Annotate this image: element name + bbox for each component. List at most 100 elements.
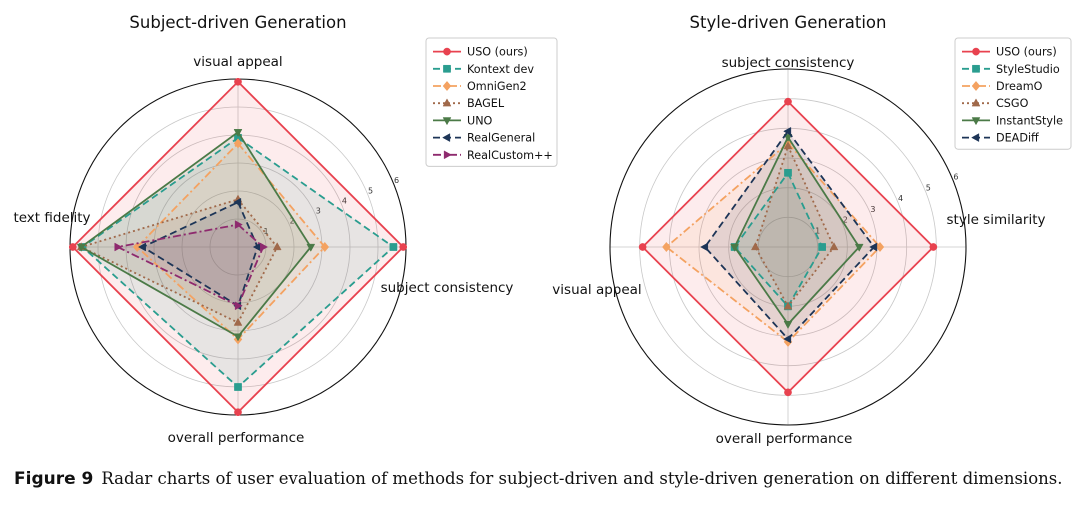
data-point (783, 334, 792, 344)
series-fill (142, 202, 258, 306)
data-point (730, 243, 739, 252)
tick-label: 1 (264, 227, 269, 236)
data-point (929, 243, 938, 251)
data-point (306, 243, 316, 252)
data-point (783, 141, 793, 150)
legend-entry: USO (ours) (996, 46, 1057, 59)
data-point (399, 243, 408, 251)
tick-label: 4 (342, 196, 347, 205)
series-fill (137, 143, 325, 340)
data-point (638, 243, 647, 251)
legend-marker (442, 98, 452, 107)
data-point (234, 77, 242, 86)
legend-entry: Kontext dev (467, 63, 534, 76)
data-point (233, 129, 243, 138)
data-point (783, 126, 792, 136)
legend-entry: InstantStyle (996, 114, 1063, 127)
series-fill (82, 137, 394, 387)
data-point (869, 242, 878, 252)
data-point (234, 408, 242, 417)
data-point (68, 243, 77, 251)
axis-label: overall performance (168, 430, 305, 446)
data-point (114, 242, 123, 252)
series-fill (642, 101, 934, 393)
series-fill (117, 224, 264, 306)
tick-label: 1 (815, 226, 820, 235)
data-point (137, 242, 146, 252)
legend-marker (972, 47, 980, 56)
figure-caption: Figure 9 Radar charts of user evaluation … (14, 466, 1070, 492)
legend-marker (442, 133, 451, 142)
data-point (829, 242, 839, 251)
axis-label: text fidelity (13, 210, 90, 226)
data-point (818, 243, 826, 251)
legend-box (954, 37, 1072, 150)
legend-marker (972, 64, 980, 73)
data-point (320, 241, 330, 253)
tick-label: 6 (394, 176, 399, 185)
data-point (784, 97, 792, 106)
data-point (662, 241, 671, 253)
legend-marker (443, 150, 452, 160)
tick-label: 6 (953, 173, 958, 182)
data-point (233, 138, 243, 149)
data-point (784, 168, 792, 177)
series-fill (81, 199, 278, 323)
legend-entry: DEADiff (996, 132, 1039, 145)
axis-label: style similarity (947, 212, 1046, 228)
legend-marker (442, 117, 452, 126)
tick-label: 5 (926, 183, 931, 192)
tick-label: 5 (368, 186, 373, 195)
legend-marker (971, 133, 980, 142)
legend-entry: BAGEL (467, 97, 505, 110)
data-point (234, 301, 243, 311)
series-fill (704, 131, 875, 339)
legend-entry: DreamO (996, 80, 1043, 93)
data-point (750, 242, 760, 251)
caption-text: Radar charts of user evaluation of metho… (101, 469, 1063, 488)
subject-driven-radar-chart: Subject-driven Generation 1 2 3 4 5 6 visual ap… (13, 13, 558, 446)
data-point (783, 321, 793, 329)
series-fill (755, 146, 834, 307)
data-point (700, 242, 709, 252)
legend-marker (971, 98, 981, 107)
series-fill (666, 143, 880, 342)
data-point (233, 197, 242, 207)
figure-label: Figure 9 (14, 469, 94, 489)
tick-label: 2 (843, 216, 848, 225)
axis-label: visual appeal (552, 282, 641, 298)
data-point (76, 243, 86, 252)
legend-marker (443, 47, 451, 56)
outer-frame (609, 68, 967, 426)
data-point (233, 333, 243, 342)
axis-label: subject consistency (722, 55, 855, 71)
data-point (875, 241, 885, 253)
legend-entry: USO (ours) (467, 46, 528, 59)
legend-entry: RealGeneral (467, 132, 535, 145)
style-driven-radar-chart: Style-driven Generation 1 2 3 4 5 6 subject con… (552, 13, 1072, 447)
series-fill (734, 172, 823, 307)
data-point (854, 243, 864, 252)
axis-label: overall performance (716, 431, 853, 447)
series-fill (81, 132, 311, 337)
legend-entry: OmniGen2 (467, 80, 527, 93)
tick-label: 2 (290, 217, 295, 226)
axis-label: visual appeal (193, 54, 282, 70)
legend-marker (443, 64, 451, 73)
data-point (784, 388, 792, 397)
chart-title: Subject-driven Generation (129, 13, 346, 32)
data-point (132, 241, 142, 253)
legend-entry: RealCustom++ (467, 149, 553, 162)
tick-label: 3 (316, 207, 321, 216)
legend-entry: StyleStudio (996, 63, 1060, 76)
data-point (234, 383, 242, 391)
chart-title: Style-driven Generation (690, 13, 887, 32)
tick-label: 3 (870, 205, 875, 214)
legend-marker (442, 80, 452, 92)
axis-label: subject consistency (381, 280, 514, 296)
figure-canvas: Subject-driven Generation 1 2 3 4 5 6 visual ap… (13, 13, 1072, 447)
data-point (260, 242, 269, 252)
data-point (783, 301, 793, 310)
data-point (233, 317, 243, 326)
legend-entry: UNO (467, 114, 493, 127)
